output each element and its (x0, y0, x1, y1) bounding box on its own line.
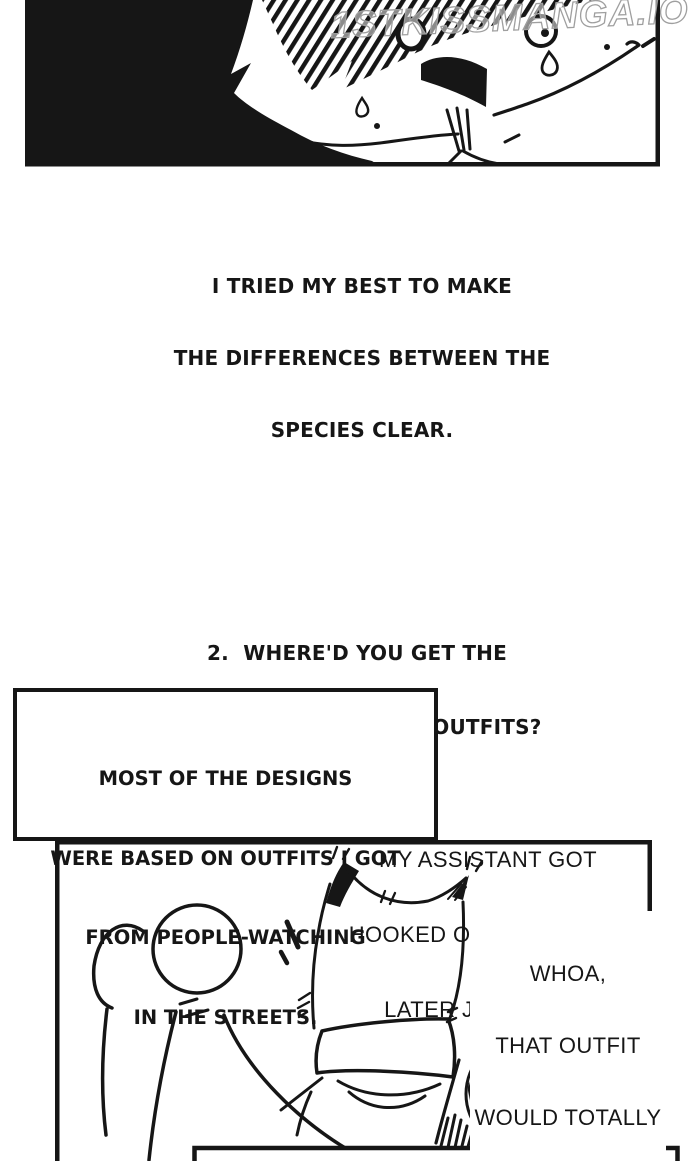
answer-line-1: MOST OF THE DESIGNS (98, 767, 353, 790)
black-silhouette-figure (29, 0, 374, 162)
whoa-reaction: WHOA, THAT OUTFIT WOULD TOTALLY SUIT A R… (470, 911, 666, 1161)
sleeve-hatch (438, 1113, 474, 1154)
narration-line-2: THE DIFFERENCES BETWEEN THE (173, 346, 551, 370)
whoa-line-1: WHOA, (529, 961, 607, 986)
collar-arc (347, 1090, 427, 1109)
answer-line-3: FROM PEOPLE-WATCHING (85, 926, 366, 949)
assistant-line-1: MY ASSISTANT GOT (379, 847, 597, 872)
narration-species: I TRIED MY BEST TO MAKE THE DIFFERENCES … (100, 226, 624, 490)
hood-band (314, 1017, 457, 1079)
sweat-dot (374, 123, 380, 129)
hair-lock-tip (395, 16, 427, 52)
chin-line (301, 132, 460, 147)
left-ear-and-cheek (311, 882, 332, 1030)
right-ear-hatch (447, 883, 467, 901)
answer-speech-box: MOST OF THE DESIGNS WERE BASED ON OUTFIT… (13, 688, 438, 1029)
sweat-dot-right (604, 44, 610, 50)
face-details (301, 14, 656, 166)
open-mouth (421, 57, 487, 107)
hatched-bangs (262, 0, 592, 90)
left-shoulder (279, 1076, 324, 1137)
bystander-head (151, 903, 243, 995)
shoulder-left (147, 1010, 178, 1161)
narration-line-3: SPECIES CLEAR. (270, 418, 454, 442)
left-whiskers (296, 991, 312, 1019)
finger-lines (445, 106, 472, 153)
surprise-marks (278, 919, 301, 966)
sweat-drop-small (355, 95, 370, 118)
right-arm (434, 1058, 461, 1145)
cheek-curve (492, 40, 641, 117)
site-watermark: 1STKISSMANGA.IO (330, 0, 690, 46)
top-panel-artwork: 1STKISSMANGA.IO (25, 0, 690, 167)
brow-dash (641, 37, 656, 48)
sweat-drop (540, 49, 559, 77)
answer-line-2: WERE BASED ON OUTFITS I GOT (50, 846, 401, 870)
right-ear-tip (452, 875, 469, 900)
right-cheek (448, 900, 466, 1020)
question-line-1: 2. WHERE'D YOU GET THE (207, 641, 507, 665)
eye (524, 14, 558, 48)
eye-pupil (541, 29, 549, 37)
left-ear-tufts (331, 845, 351, 861)
cat-hood-character (279, 845, 487, 1154)
answer-text: MOST OF THE DESIGNS WERE BASED ON OUTFIT… (17, 692, 434, 1084)
whoa-line-3: WOULD TOTALLY (474, 1105, 662, 1130)
answer-line-4: IN THE STREETS. (133, 1005, 318, 1029)
whoa-line-2: THAT OUTFIT (495, 1033, 641, 1058)
chin-arc (336, 1079, 442, 1097)
bystander-left (91, 923, 145, 1137)
head-top-line (345, 867, 468, 905)
top-panel-border (25, 0, 660, 167)
narration-line-1: I TRIED MY BEST TO MAKE (211, 274, 513, 298)
ear-valley-marks (379, 889, 397, 906)
right-ear-tufts (465, 855, 484, 873)
neck-marks (178, 997, 210, 1018)
